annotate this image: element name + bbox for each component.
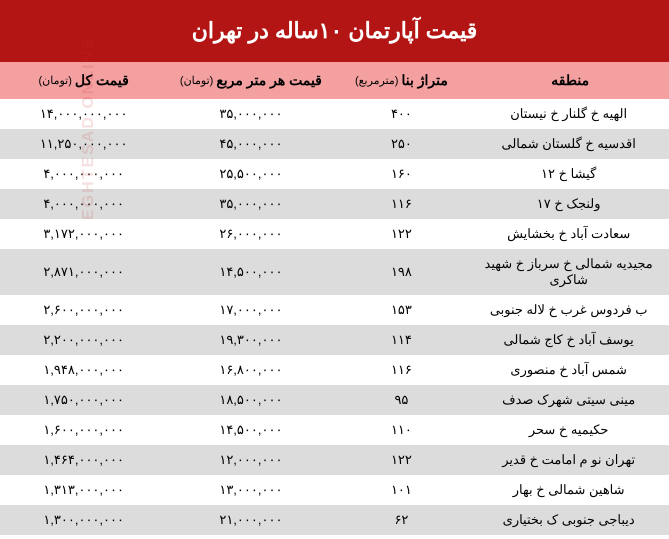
cell-total: ۲,۲۰۰,۰۰۰,۰۰۰ bbox=[0, 325, 167, 355]
cell-region: گیشا خ ۱۲ bbox=[468, 159, 669, 189]
cell-price-per: ۱۹,۳۰۰,۰۰۰ bbox=[167, 325, 334, 355]
cell-area: ۱۰۱ bbox=[335, 475, 469, 505]
cell-region: مجیدیه شمالی خ سرباز خ شهید شاکری bbox=[468, 249, 669, 295]
cell-total: ۱,۷۵۰,۰۰۰,۰۰۰ bbox=[0, 385, 167, 415]
cell-area: ۱۱۶ bbox=[335, 355, 469, 385]
header-price-per-sublabel: (تومان) bbox=[180, 74, 213, 87]
cell-region: اقدسیه خ گلستان شمالی bbox=[468, 129, 669, 159]
cell-area: ۱۱۶ bbox=[335, 189, 469, 219]
cell-area: ۱۵۳ bbox=[335, 295, 469, 325]
table-header-row: منطقه متراژ بنا (مترمربع) قیمت هر متر مر… bbox=[0, 62, 669, 99]
cell-area: ۱۶۰ bbox=[335, 159, 469, 189]
cell-total: ۱,۶۰۰,۰۰۰,۰۰۰ bbox=[0, 415, 167, 445]
table-row: ولنجک خ ۱۷۱۱۶۳۵,۰۰۰,۰۰۰۴,۰۰۰,۰۰۰,۰۰۰ bbox=[0, 189, 669, 219]
cell-price-per: ۱۴,۵۰۰,۰۰۰ bbox=[167, 415, 334, 445]
header-price-per: قیمت هر متر مربع (تومان) bbox=[167, 62, 334, 99]
table-title: قیمت آپارتمان ۱۰ساله در تهران bbox=[0, 0, 669, 62]
cell-region: دیباجی جنوبی ک بختیاری bbox=[468, 505, 669, 535]
cell-price-per: ۱۷,۰۰۰,۰۰۰ bbox=[167, 295, 334, 325]
table-row: حکیمیه خ سحر۱۱۰۱۴,۵۰۰,۰۰۰۱,۶۰۰,۰۰۰,۰۰۰ bbox=[0, 415, 669, 445]
cell-total: ۱,۹۴۸,۰۰۰,۰۰۰ bbox=[0, 355, 167, 385]
header-area: متراژ بنا (مترمربع) bbox=[335, 62, 469, 99]
header-area-sublabel: (مترمربع) bbox=[355, 74, 398, 87]
cell-price-per: ۲۶,۰۰۰,۰۰۰ bbox=[167, 219, 334, 249]
table-row: یوسف آباد خ کاج شمالی۱۱۴۱۹,۳۰۰,۰۰۰۲,۲۰۰,… bbox=[0, 325, 669, 355]
cell-region: ب فردوس غرب خ لاله جنوبی bbox=[468, 295, 669, 325]
cell-total: ۲,۸۷۱,۰۰۰,۰۰۰ bbox=[0, 249, 167, 295]
cell-area: ۱۹۸ bbox=[335, 249, 469, 295]
cell-total: ۴,۰۰۰,۰۰۰,۰۰۰ bbox=[0, 159, 167, 189]
cell-region: شاهین شمالی خ بهار bbox=[468, 475, 669, 505]
cell-price-per: ۲۱,۰۰۰,۰۰۰ bbox=[167, 505, 334, 535]
cell-region: مینی سیتی شهرک صدف bbox=[468, 385, 669, 415]
table-row: تهران نو م امامت خ قدیر۱۲۲۱۲,۰۰۰,۰۰۰۱,۴۶… bbox=[0, 445, 669, 475]
table-row: ب فردوس غرب خ لاله جنوبی۱۵۳۱۷,۰۰۰,۰۰۰۲,۶… bbox=[0, 295, 669, 325]
table-row: شمس آباد خ منصوری۱۱۶۱۶,۸۰۰,۰۰۰۱,۹۴۸,۰۰۰,… bbox=[0, 355, 669, 385]
cell-price-per: ۱۸,۵۰۰,۰۰۰ bbox=[167, 385, 334, 415]
price-table: قیمت آپارتمان ۱۰ساله در تهران منطقه مترا… bbox=[0, 0, 669, 535]
cell-price-per: ۱۶,۸۰۰,۰۰۰ bbox=[167, 355, 334, 385]
cell-price-per: ۱۳,۰۰۰,۰۰۰ bbox=[167, 475, 334, 505]
cell-price-per: ۳۵,۰۰۰,۰۰۰ bbox=[167, 189, 334, 219]
cell-area: ۶۲ bbox=[335, 505, 469, 535]
cell-region: شمس آباد خ منصوری bbox=[468, 355, 669, 385]
cell-region: ولنجک خ ۱۷ bbox=[468, 189, 669, 219]
cell-region: حکیمیه خ سحر bbox=[468, 415, 669, 445]
cell-total: ۱,۳۱۳,۰۰۰,۰۰۰ bbox=[0, 475, 167, 505]
cell-area: ۱۲۲ bbox=[335, 445, 469, 475]
cell-price-per: ۴۵,۰۰۰,۰۰۰ bbox=[167, 129, 334, 159]
table-row: سعادت آباد خ بخشایش۱۲۲۲۶,۰۰۰,۰۰۰۳,۱۷۲,۰۰… bbox=[0, 219, 669, 249]
header-total: قیمت کل (تومان) bbox=[0, 62, 167, 99]
cell-total: ۱۱,۲۵۰,۰۰۰,۰۰۰ bbox=[0, 129, 167, 159]
cell-price-per: ۲۵,۵۰۰,۰۰۰ bbox=[167, 159, 334, 189]
cell-price-per: ۳۵,۰۰۰,۰۰۰ bbox=[167, 99, 334, 129]
table-row: مینی سیتی شهرک صدف۹۵۱۸,۵۰۰,۰۰۰۱,۷۵۰,۰۰۰,… bbox=[0, 385, 669, 415]
table-row: دیباجی جنوبی ک بختیاری۶۲۲۱,۰۰۰,۰۰۰۱,۳۰۰,… bbox=[0, 505, 669, 535]
cell-area: ۱۱۰ bbox=[335, 415, 469, 445]
table-row: مجیدیه شمالی خ سرباز خ شهید شاکری۱۹۸۱۴,۵… bbox=[0, 249, 669, 295]
header-total-sublabel: (تومان) bbox=[38, 74, 71, 87]
cell-price-per: ۱۲,۰۰۰,۰۰۰ bbox=[167, 445, 334, 475]
cell-total: ۳,۱۷۲,۰۰۰,۰۰۰ bbox=[0, 219, 167, 249]
cell-region: سعادت آباد خ بخشایش bbox=[468, 219, 669, 249]
cell-total: ۲,۶۰۰,۰۰۰,۰۰۰ bbox=[0, 295, 167, 325]
cell-region: یوسف آباد خ کاج شمالی bbox=[468, 325, 669, 355]
table-row: شاهین شمالی خ بهار۱۰۱۱۳,۰۰۰,۰۰۰۱,۳۱۳,۰۰۰… bbox=[0, 475, 669, 505]
header-area-label: متراژ بنا bbox=[401, 72, 447, 89]
header-region-label: منطقه bbox=[551, 72, 589, 89]
cell-total: ۱,۳۰۰,۰۰۰,۰۰۰ bbox=[0, 505, 167, 535]
cell-total: ۱,۴۶۴,۰۰۰,۰۰۰ bbox=[0, 445, 167, 475]
table-row: اقدسیه خ گلستان شمالی۲۵۰۴۵,۰۰۰,۰۰۰۱۱,۲۵۰… bbox=[0, 129, 669, 159]
header-total-label: قیمت کل bbox=[75, 72, 129, 89]
cell-region: الهیه خ گلنار خ نیستان bbox=[468, 99, 669, 129]
cell-area: ۱۲۲ bbox=[335, 219, 469, 249]
cell-total: ۴,۰۰۰,۰۰۰,۰۰۰ bbox=[0, 189, 167, 219]
cell-area: ۲۵۰ bbox=[335, 129, 469, 159]
cell-region: تهران نو م امامت خ قدیر bbox=[468, 445, 669, 475]
cell-area: ۴۰۰ bbox=[335, 99, 469, 129]
table-row: گیشا خ ۱۲۱۶۰۲۵,۵۰۰,۰۰۰۴,۰۰۰,۰۰۰,۰۰۰ bbox=[0, 159, 669, 189]
header-region: منطقه bbox=[468, 62, 669, 99]
cell-price-per: ۱۴,۵۰۰,۰۰۰ bbox=[167, 249, 334, 295]
cell-total: ۱۴,۰۰۰,۰۰۰,۰۰۰ bbox=[0, 99, 167, 129]
header-price-per-label: قیمت هر متر مربع bbox=[216, 72, 322, 89]
cell-area: ۹۵ bbox=[335, 385, 469, 415]
table-row: الهیه خ گلنار خ نیستان۴۰۰۳۵,۰۰۰,۰۰۰۱۴,۰۰… bbox=[0, 99, 669, 129]
table-body: الهیه خ گلنار خ نیستان۴۰۰۳۵,۰۰۰,۰۰۰۱۴,۰۰… bbox=[0, 99, 669, 535]
cell-area: ۱۱۴ bbox=[335, 325, 469, 355]
